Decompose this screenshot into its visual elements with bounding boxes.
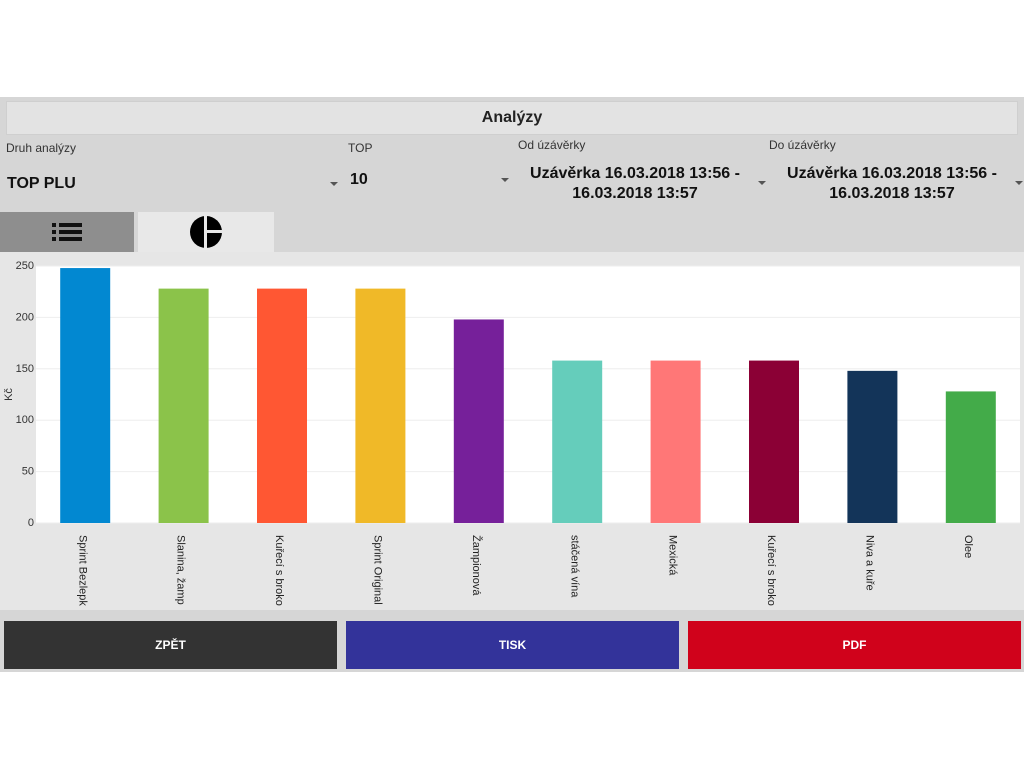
- to-closure-select[interactable]: Do úzávěrky Uzávěrka 16.03.2018 13:56 - …: [769, 138, 1024, 204]
- list-icon: [52, 223, 82, 241]
- from-closure-value-line2: 16.03.2018 13:57: [572, 185, 698, 202]
- chevron-down-icon: [758, 181, 766, 185]
- bar: [552, 360, 603, 523]
- y-tick-label: 200: [16, 311, 34, 323]
- print-button[interactable]: TISK: [346, 621, 679, 669]
- bar: [355, 288, 406, 523]
- bar: [257, 288, 307, 523]
- y-tick-label: 50: [22, 466, 34, 478]
- x-tick-label: Mexická: [667, 535, 679, 576]
- to-closure-value-line1: Uzávěrka 16.03.2018 13:56 -: [787, 165, 997, 182]
- to-closure-label: Do úzávěrky: [769, 138, 836, 152]
- action-bar: ZPĚT TISK PDF: [0, 618, 1024, 670]
- bar: [453, 319, 504, 523]
- x-tick-label: Sprint Bezlepk: [76, 535, 88, 606]
- bar: [847, 370, 898, 523]
- x-tick-label: Žampionová: [470, 535, 483, 596]
- bar: [158, 288, 209, 523]
- bar-chart: 0 50 100 150 200 250 Kč Sprint Bezlepk Slanina, …: [0, 252, 1024, 610]
- chevron-down-icon: [501, 178, 509, 182]
- bar: [945, 391, 996, 523]
- top-count-select[interactable]: TOP 10: [348, 141, 510, 197]
- analysis-type-select[interactable]: Druh analýzy TOP PLU: [6, 141, 340, 197]
- y-tick-label: 0: [28, 517, 34, 529]
- bar: [650, 360, 701, 523]
- tab-chart-view[interactable]: [138, 212, 274, 252]
- from-closure-value-line1: Uzávěrka 16.03.2018 13:56 -: [530, 165, 740, 182]
- bar-chart-svg: 0 50 100 150 200 250 Kč Sprint Bezlepk Slanina, …: [3, 260, 1020, 606]
- y-tick-label: 100: [16, 414, 34, 426]
- y-tick-label: 250: [16, 260, 34, 272]
- x-tick-label: Kuřecí s broko: [765, 535, 777, 606]
- x-tick-label: Slanina, žamp: [175, 535, 187, 605]
- chevron-down-icon: [330, 182, 338, 186]
- page-title: Analýzy: [6, 101, 1018, 135]
- from-closure-select[interactable]: Od úzávěrky Uzávěrka 16.03.2018 13:56 - …: [518, 138, 766, 204]
- pie-chart-icon: [190, 215, 223, 249]
- analysis-screen: Analýzy Druh analýzy TOP PLU TOP 10 Od ú…: [0, 97, 1024, 672]
- analysis-type-label: Druh analýzy: [6, 141, 77, 155]
- bar: [749, 360, 799, 523]
- x-tick-label: Sprint Original: [371, 535, 383, 605]
- to-closure-value-line2: 16.03.2018 13:57: [829, 185, 955, 202]
- x-tick-label: Kuřecí s broko: [273, 535, 285, 606]
- x-tick-label: stáčená vína: [568, 535, 580, 598]
- y-axis-label: Kč: [3, 388, 15, 401]
- tab-list-view[interactable]: [0, 212, 134, 252]
- x-tick-label: Olee: [962, 535, 974, 558]
- pdf-button[interactable]: PDF: [688, 621, 1021, 669]
- top-count-label: TOP: [348, 141, 373, 155]
- analysis-type-value: TOP PLU: [7, 175, 76, 192]
- chevron-down-icon: [1015, 181, 1023, 185]
- bar: [60, 268, 111, 523]
- x-tick-label: Niva a kuře: [863, 535, 875, 591]
- y-tick-label: 150: [16, 363, 34, 375]
- from-closure-label: Od úzávěrky: [518, 138, 586, 152]
- back-button[interactable]: ZPĚT: [4, 621, 337, 669]
- top-count-value: 10: [350, 171, 368, 188]
